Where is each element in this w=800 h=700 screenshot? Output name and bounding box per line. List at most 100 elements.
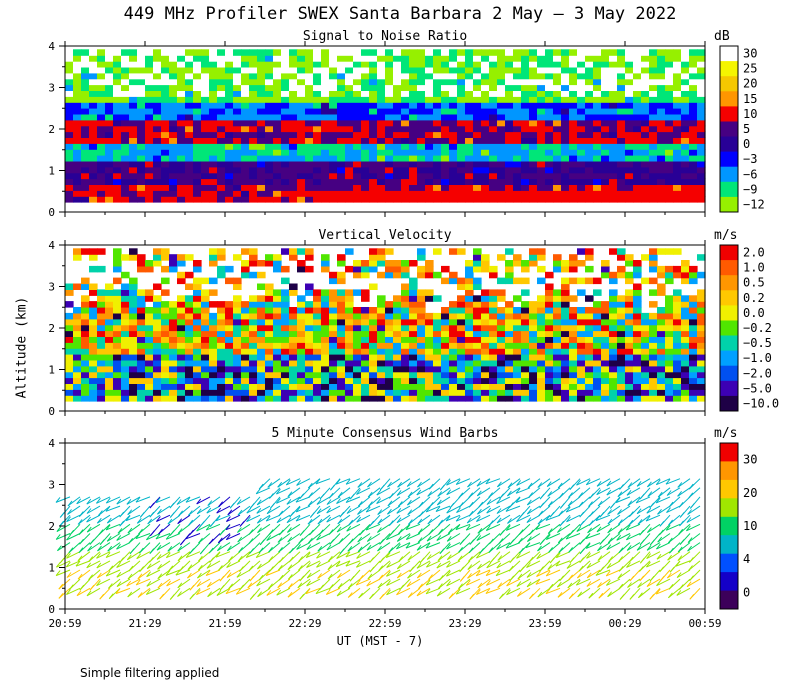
heatmap-cell [625, 155, 634, 162]
wind-barb-flag [277, 481, 283, 488]
heatmap-cell [73, 78, 82, 86]
wind-barb-flag [237, 509, 243, 516]
heatmap-cell [409, 196, 418, 203]
wind-barb-flag [86, 562, 92, 569]
heatmap-cell [193, 131, 202, 138]
heatmap-cell [217, 155, 226, 162]
heatmap-cell [385, 248, 394, 255]
heatmap-cell [369, 190, 378, 197]
wind-barb-flag [108, 593, 114, 600]
heatmap-cell [329, 336, 338, 343]
heatmap-cell [129, 102, 138, 109]
heatmap-cell [137, 108, 146, 115]
heatmap-cell [569, 166, 578, 174]
heatmap-cell [593, 155, 602, 162]
heatmap-cell [601, 260, 610, 267]
heatmap-cell [625, 307, 634, 314]
heatmap-cell [441, 348, 450, 355]
heatmap-cell [569, 312, 578, 320]
heatmap-cell [289, 119, 298, 127]
heatmap-cell [585, 108, 594, 115]
heatmap-cell [289, 324, 298, 332]
heatmap-cell [297, 365, 306, 373]
heatmap-cell [601, 166, 610, 174]
heatmap-cell [145, 265, 154, 273]
heatmap-cell [433, 359, 442, 367]
heatmap-cell [177, 61, 186, 68]
heatmap-cell [249, 137, 258, 144]
heatmap-cell [641, 108, 650, 115]
heatmap-cell [457, 395, 466, 402]
wind-barb [337, 569, 351, 579]
heatmap-cell [657, 72, 666, 80]
heatmap-cell [241, 55, 250, 62]
heatmap-cell [681, 395, 690, 402]
wind-barb-flag [268, 546, 273, 553]
heatmap-cell [441, 160, 450, 168]
wind-barb-flag [287, 583, 293, 589]
heatmap-cell [177, 155, 186, 162]
heatmap-cell [145, 365, 154, 373]
heatmap-cell [665, 131, 674, 138]
heatmap-cell [105, 196, 114, 203]
heatmap-cell [689, 160, 698, 168]
heatmap-cell [545, 336, 554, 343]
heatmap-cell [185, 190, 194, 197]
heatmap-cell [129, 295, 138, 302]
heatmap-cell [121, 359, 130, 367]
heatmap-cell [81, 160, 90, 168]
wind-barb-flag [485, 588, 491, 594]
heatmap-cell [65, 336, 74, 343]
wind-barb-flag [137, 573, 143, 580]
heatmap-cell [641, 102, 650, 109]
heatmap-cell [481, 149, 490, 156]
heatmap-cell [281, 155, 290, 162]
heatmap-cell [313, 78, 322, 86]
heatmap-cell [409, 377, 418, 384]
heatmap-cell [249, 66, 258, 74]
heatmap-cell [329, 312, 338, 320]
heatmap-cell [489, 72, 498, 80]
heatmap-cell [161, 78, 170, 86]
heatmap-cell [217, 108, 226, 115]
heatmap-cell [441, 190, 450, 197]
heatmap-cell [217, 78, 226, 86]
heatmap-cell [537, 160, 546, 168]
heatmap-cell [401, 61, 410, 68]
heatmap-cell [217, 301, 226, 308]
heatmap-cell [609, 330, 618, 337]
colorbar-swatch [720, 290, 738, 306]
heatmap-cell [505, 113, 514, 121]
heatmap-cell [249, 49, 258, 56]
wind-barb-flag [476, 552, 481, 559]
heatmap-cell [529, 166, 538, 174]
heatmap-cell [81, 312, 90, 320]
heatmap-cell [185, 155, 194, 162]
wind-barb [445, 514, 461, 522]
heatmap-cell [353, 271, 362, 279]
heatmap-cell [449, 190, 458, 197]
heatmap-cell [465, 102, 474, 109]
heatmap-cell [513, 131, 522, 138]
heatmap-cell [161, 149, 170, 156]
wind-barb [187, 505, 201, 516]
heatmap-cell [177, 160, 186, 168]
wind-barb [336, 587, 351, 597]
wind-barb-flag [276, 488, 281, 495]
heatmap-cell [153, 283, 162, 290]
wind-barb [467, 478, 481, 488]
heatmap-cell [81, 113, 90, 121]
heatmap-cell [353, 342, 362, 349]
heatmap-cell [409, 354, 418, 361]
heatmap-cell [257, 166, 266, 174]
wind-barb [246, 505, 261, 514]
wind-barb-flag [328, 555, 333, 562]
heatmap-cell [617, 149, 626, 156]
heatmap-cell [129, 160, 138, 168]
heatmap-cell [89, 395, 98, 402]
wind-barb [135, 496, 151, 503]
heatmap-cell [145, 102, 154, 109]
heatmap-cell [633, 131, 642, 138]
wind-barb [416, 542, 431, 551]
heatmap-cell [689, 295, 698, 302]
